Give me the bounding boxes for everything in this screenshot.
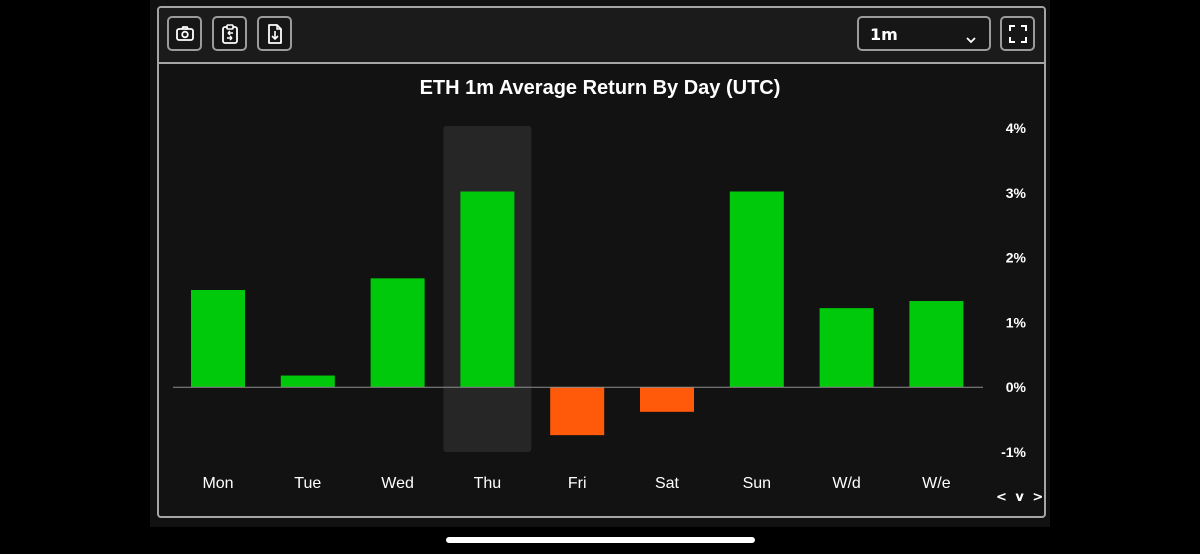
x-tick-label: Sun [743,475,771,492]
x-tick-label: Fri [568,475,587,492]
x-tick-label: Thu [474,475,502,492]
x-tick-label: W/e [922,475,951,492]
chart-nav-arrows[interactable]: < v > [996,490,1046,505]
bar-tue[interactable] [280,375,335,388]
timeframe-value: 1m [870,25,898,44]
bar-sun[interactable] [729,191,784,388]
bar-fri[interactable] [550,387,605,436]
x-tick-label: Wed [381,475,414,492]
fullscreen-icon [1008,24,1028,44]
fullscreen-button[interactable] [1000,16,1035,51]
timeframe-select[interactable]: 1m [857,16,991,51]
home-indicator [446,537,755,543]
chevron-down-icon [965,29,977,48]
bar-sat[interactable] [640,387,694,412]
screenshot-button[interactable] [167,16,202,51]
x-tick-label: W/d [832,475,860,492]
chart-panel: 1m [157,6,1046,518]
bar-mon[interactable] [191,290,245,388]
camera-icon [175,24,195,44]
download-button[interactable] [257,16,292,51]
y-tick-label: 0% [1006,379,1027,395]
copy-button[interactable] [212,16,247,51]
bar-we[interactable] [909,301,964,388]
bar-wd[interactable] [819,308,874,388]
x-tick-label: Sat [655,475,680,492]
clipboard-icon [220,23,240,45]
y-tick-label: 2% [1006,250,1027,266]
y-tick-label: 4% [1006,120,1027,136]
y-tick-label: -1% [1001,444,1026,460]
x-tick-label: Mon [202,475,233,492]
bar-thu[interactable] [460,191,515,388]
chart-title: ETH 1m Average Return By Day (UTC) [420,77,781,99]
y-tick-label: 3% [1006,185,1027,201]
x-tick-label: Tue [294,475,321,492]
chart-toolbar: 1m [159,8,1044,64]
download-file-icon [265,23,285,45]
y-tick-label: 1% [1006,314,1027,330]
bar-wed[interactable] [370,278,425,388]
